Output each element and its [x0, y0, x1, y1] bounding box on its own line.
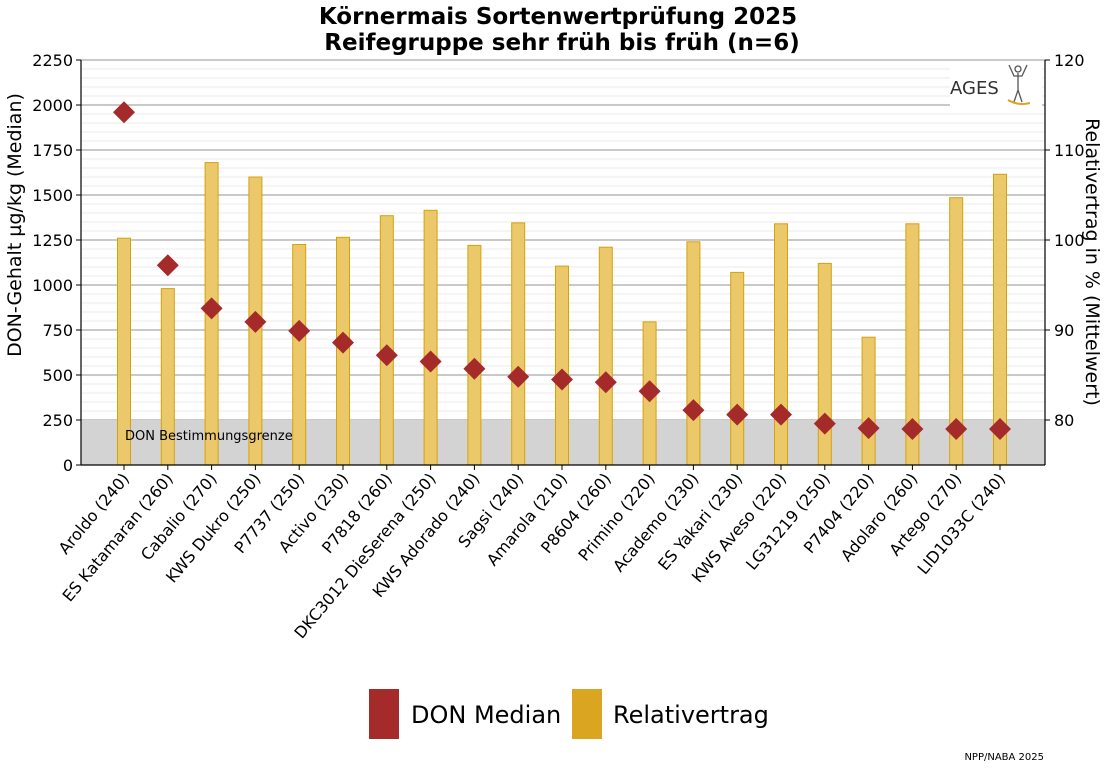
- marker-don-median: [813, 412, 836, 435]
- marker-don-median: [244, 310, 267, 333]
- marker-don-median: [288, 319, 311, 342]
- bar-relativertrag: [423, 209, 438, 466]
- y-left-tick-label: 250: [42, 411, 73, 430]
- legend-label-don: DON Median: [411, 701, 561, 729]
- bar-relativertrag: [730, 271, 745, 466]
- marker-don-median: [156, 254, 179, 277]
- y-left-tick-label: 750: [42, 321, 73, 340]
- y-right-tick-label: 90: [1054, 321, 1074, 340]
- y-right-tick-label: 120: [1054, 51, 1085, 70]
- marker-don-median: [507, 365, 530, 388]
- marker-don-median: [638, 380, 661, 403]
- ages-logo-figure-icon: [1008, 64, 1028, 103]
- marker-don-median: [726, 403, 749, 426]
- marker-don-median: [375, 344, 398, 367]
- bar-relativertrag: [774, 223, 788, 466]
- legend-swatch-relativertrag: [572, 689, 602, 739]
- y-left-tick-label: 0: [63, 456, 73, 475]
- marker-don-median: [857, 417, 880, 440]
- y-left-tick-label: 2250: [32, 51, 73, 70]
- x-tick-label: Primino (220): [574, 469, 658, 564]
- bar-relativertrag: [686, 241, 701, 466]
- y-right-tick-label: 80: [1054, 411, 1074, 430]
- marker-don-median: [770, 403, 792, 426]
- y-left-tick-label: 1750: [32, 141, 73, 160]
- bar-relativertrag: [511, 222, 526, 466]
- marker-don-median: [551, 368, 573, 391]
- marker-don-median: [682, 399, 705, 422]
- bar-relativertrag: [861, 336, 876, 466]
- marker-don-median: [989, 418, 1011, 440]
- legend-swatch-don: [369, 689, 399, 739]
- bar-relativertrag: [555, 265, 569, 466]
- marker-don-median: [901, 418, 924, 440]
- ages-logo-swoosh-icon: [1007, 99, 1031, 105]
- y-right-tick-label: 110: [1054, 141, 1085, 160]
- y-left-tick-label: 1500: [32, 186, 73, 205]
- y-axis-left-label: DON-Gehalt µg/kg (Median): [4, 93, 26, 357]
- ages-logo-text: AGES: [950, 78, 999, 99]
- marker-don-median: [332, 331, 354, 354]
- source-note: NPP/NABA 2025: [964, 752, 1044, 763]
- marker-layer: [113, 101, 1011, 440]
- chart-title-line2: Reifegruppe sehr früh bis früh (n=6): [324, 30, 799, 56]
- y-axis-right-label: Relativertrag in % (Mittelwert): [1081, 118, 1103, 406]
- y-left-tick-label: 500: [42, 366, 73, 385]
- legend-label-relativertrag: Relativertrag: [613, 701, 769, 729]
- threshold-label: DON Bestimmungsgrenze: [125, 429, 293, 444]
- marker-don-median: [463, 357, 486, 380]
- y-left-tick-label: 1250: [32, 231, 73, 250]
- bar-relativertrag: [467, 244, 482, 466]
- bar-relativertrag: [292, 244, 307, 466]
- marker-don-median: [945, 418, 968, 440]
- y-right-tick-label: 100: [1054, 231, 1085, 250]
- bar-relativertrag: [598, 246, 613, 466]
- bar-relativertrag: [817, 262, 832, 466]
- bar-relativertrag: [379, 215, 394, 466]
- ages-logo: AGES: [950, 62, 1042, 106]
- chart-title-line1: Körnermais Sortenwertprüfung 2025: [319, 4, 797, 30]
- marker-don-median: [200, 297, 223, 320]
- x-tick-label: Adolaro (260): [837, 469, 922, 565]
- marker-don-median: [594, 371, 617, 394]
- bar-layer: [117, 162, 1007, 466]
- marker-don-median: [419, 350, 442, 373]
- y-left-tick-label: 2000: [32, 96, 73, 115]
- legend: DON Median Relativertrag: [369, 689, 769, 739]
- y-left-tick-label: 1000: [32, 276, 73, 295]
- marker-don-median: [113, 101, 135, 124]
